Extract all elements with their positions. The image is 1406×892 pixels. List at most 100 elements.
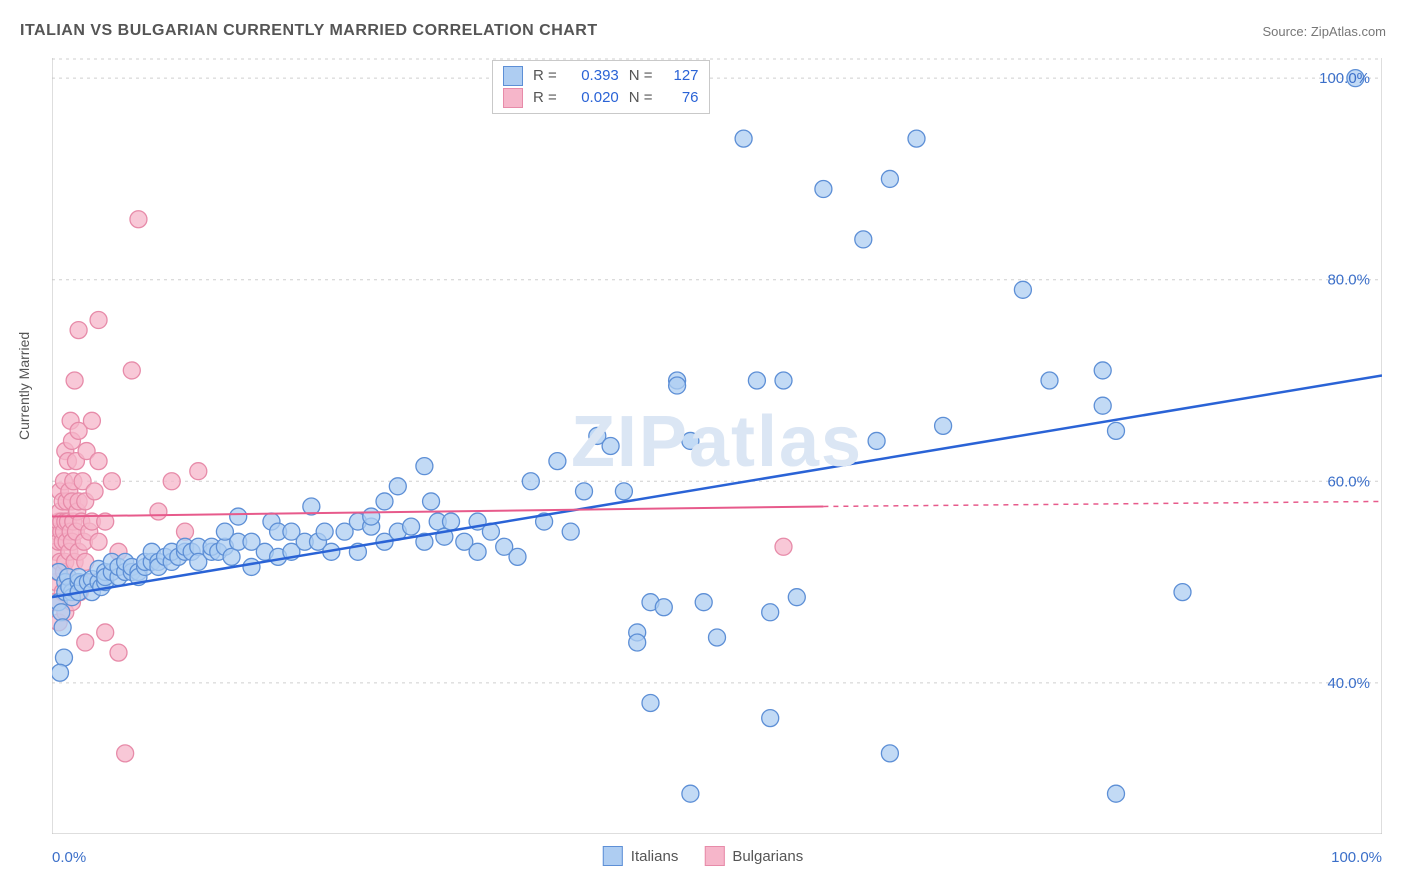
data-point-italian xyxy=(682,432,699,449)
correlation-legend: R = 0.393 N = 127 R = 0.020 N = 76 xyxy=(492,60,710,114)
data-point-bulgarian xyxy=(70,322,87,339)
data-point-bulgarian xyxy=(90,533,107,550)
r-label: R = xyxy=(533,87,557,109)
data-point-bulgarian xyxy=(190,463,207,480)
data-point-italian xyxy=(709,629,726,646)
plot-area: 40.0%60.0%80.0%100.0% ZIPatlas R = 0.393… xyxy=(52,58,1382,834)
data-point-bulgarian xyxy=(117,745,134,762)
data-point-italian xyxy=(243,558,260,575)
data-point-bulgarian xyxy=(90,312,107,329)
swatch-pink-icon xyxy=(704,846,724,866)
n-value: 76 xyxy=(663,87,699,109)
legend-label: Bulgarians xyxy=(732,848,803,865)
data-point-italian xyxy=(522,473,539,490)
data-point-italian xyxy=(363,508,380,525)
chart-title: ITALIAN VS BULGARIAN CURRENTLY MARRIED C… xyxy=(20,22,598,40)
data-point-bulgarian xyxy=(86,483,103,500)
legend-row-bulgarians: R = 0.020 N = 76 xyxy=(503,87,699,109)
data-point-italian xyxy=(788,589,805,606)
r-value: 0.393 xyxy=(567,65,619,87)
data-point-italian xyxy=(1174,584,1191,601)
n-value: 127 xyxy=(663,65,699,87)
x-axis-max-label: 100.0% xyxy=(1331,849,1382,866)
swatch-blue-icon xyxy=(603,846,623,866)
data-point-italian xyxy=(509,548,526,565)
x-axis-min-label: 0.0% xyxy=(52,849,86,866)
svg-text:80.0%: 80.0% xyxy=(1327,272,1370,289)
data-point-italian xyxy=(416,458,433,475)
data-point-bulgarian xyxy=(775,538,792,555)
data-point-italian xyxy=(855,231,872,248)
data-point-italian xyxy=(615,483,632,500)
data-point-italian xyxy=(576,483,593,500)
data-point-italian xyxy=(642,694,659,711)
data-point-italian xyxy=(1108,422,1125,439)
r-label: R = xyxy=(533,65,557,87)
legend-row-italians: R = 0.393 N = 127 xyxy=(503,65,699,87)
data-point-bulgarian xyxy=(110,644,127,661)
data-point-italian xyxy=(655,599,672,616)
data-point-bulgarian xyxy=(163,473,180,490)
data-point-bulgarian xyxy=(150,503,167,520)
data-point-italian xyxy=(1094,362,1111,379)
y-axis-label: Currently Married xyxy=(16,332,32,440)
svg-text:60.0%: 60.0% xyxy=(1327,473,1370,490)
data-point-bulgarian xyxy=(66,372,83,389)
data-point-italian xyxy=(775,372,792,389)
chart-svg: 40.0% 60.0% 80.0% 100.0% xyxy=(52,58,1382,834)
data-point-bulgarian xyxy=(90,453,107,470)
data-point-italian xyxy=(762,710,779,727)
data-point-bulgarian xyxy=(177,523,194,540)
data-point-bulgarian xyxy=(130,211,147,228)
data-point-bulgarian xyxy=(123,362,140,379)
swatch-blue-icon xyxy=(503,66,523,86)
data-point-bulgarian xyxy=(97,624,114,641)
series-legend: Italians Bulgarians xyxy=(603,846,803,866)
data-point-italian xyxy=(881,170,898,187)
data-point-italian xyxy=(935,417,952,434)
data-point-italian xyxy=(316,523,333,540)
swatch-pink-icon xyxy=(503,88,523,108)
r-value: 0.020 xyxy=(567,87,619,109)
data-point-italian xyxy=(376,493,393,510)
data-point-italian xyxy=(54,619,71,636)
data-point-italian xyxy=(602,438,619,455)
data-point-italian xyxy=(53,604,70,621)
chart-container: ITALIAN VS BULGARIAN CURRENTLY MARRIED C… xyxy=(0,0,1406,892)
data-point-italian xyxy=(868,432,885,449)
data-point-italian xyxy=(389,478,406,495)
data-point-italian xyxy=(423,493,440,510)
legend-item-italians: Italians xyxy=(603,846,679,866)
data-point-italian xyxy=(549,453,566,470)
data-point-italian xyxy=(1014,281,1031,298)
legend-label: Italians xyxy=(631,848,679,865)
source-label: Source: ZipAtlas.com xyxy=(1262,24,1386,39)
data-point-italian xyxy=(1108,785,1125,802)
data-point-italian xyxy=(682,785,699,802)
data-point-italian xyxy=(1041,372,1058,389)
data-point-italian xyxy=(1094,397,1111,414)
data-point-italian xyxy=(223,548,240,565)
data-point-italian xyxy=(735,130,752,147)
n-label: N = xyxy=(629,65,653,87)
legend-item-bulgarians: Bulgarians xyxy=(704,846,803,866)
data-point-italian xyxy=(443,513,460,530)
svg-text:100.0%: 100.0% xyxy=(1319,70,1370,87)
data-point-italian xyxy=(669,377,686,394)
data-point-italian xyxy=(230,508,247,525)
data-point-italian xyxy=(748,372,765,389)
data-point-italian xyxy=(52,664,68,681)
data-point-italian xyxy=(629,634,646,651)
data-point-italian xyxy=(695,594,712,611)
data-point-italian xyxy=(403,518,420,535)
data-point-bulgarian xyxy=(103,473,120,490)
data-point-bulgarian xyxy=(77,634,94,651)
data-point-italian xyxy=(55,649,72,666)
data-point-italian xyxy=(908,130,925,147)
n-label: N = xyxy=(629,87,653,109)
data-point-italian xyxy=(469,543,486,560)
data-point-bulgarian xyxy=(83,412,100,429)
svg-text:40.0%: 40.0% xyxy=(1327,675,1370,692)
data-point-italian xyxy=(562,523,579,540)
data-point-italian xyxy=(881,745,898,762)
